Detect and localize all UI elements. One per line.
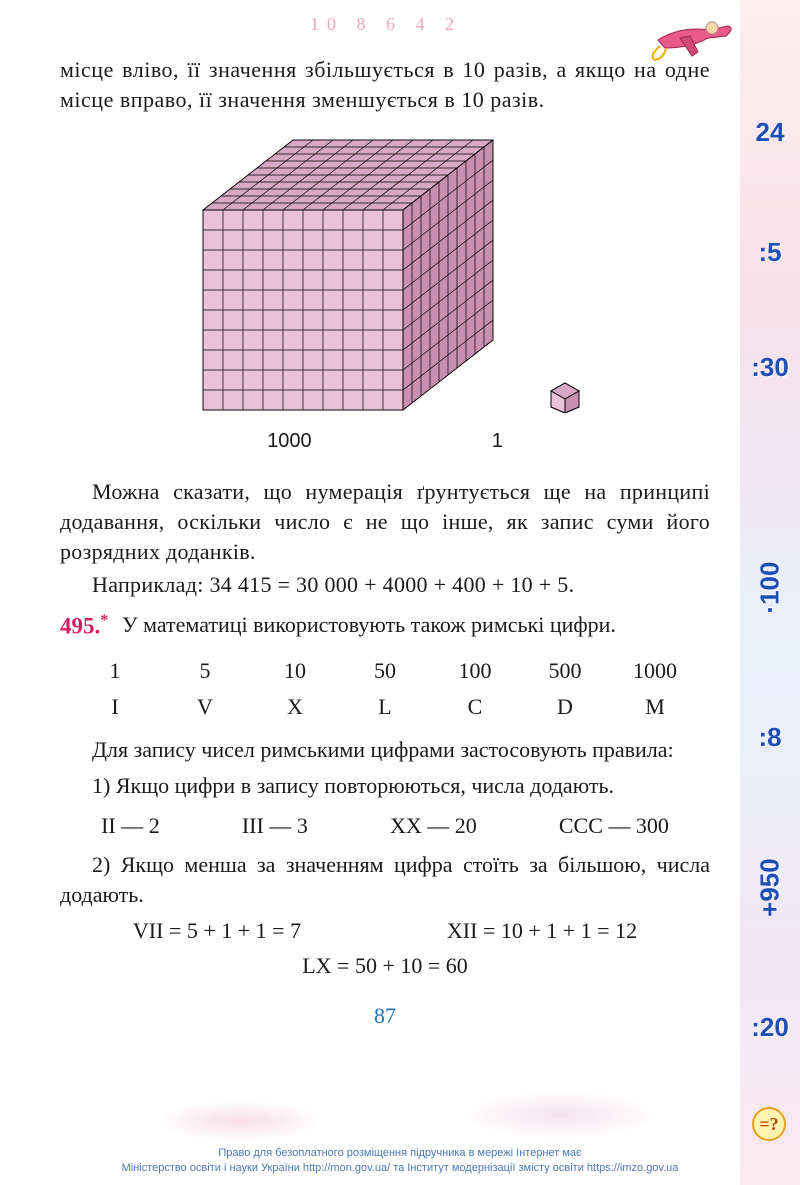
big-cube-label: 1000 (267, 428, 312, 455)
task-number: 495.* (60, 610, 116, 642)
task-text: У математиці використовують також римськ… (122, 610, 616, 640)
roman-symbol-cell: V (160, 692, 250, 722)
eq-c: LX = 50 + 10 = 60 (60, 951, 710, 981)
example-item: II — 2 (101, 811, 160, 841)
roman-numerals-table: 1510501005001000 IVXLCDM (70, 656, 700, 721)
roman-symbol-cell: M (610, 692, 700, 722)
roman-arabic-cell: 1000 (610, 656, 700, 686)
roman-symbol-cell: C (430, 692, 520, 722)
eq-b: XII = 10 + 1 + 1 = 12 (447, 916, 637, 946)
example-item: CCC — 300 (559, 811, 669, 841)
rule2-equations-row: VII = 5 + 1 + 1 = 7 XII = 10 + 1 + 1 = 1… (60, 916, 710, 946)
footer-line-2: Міністерство освіти і науки України http… (0, 1161, 800, 1175)
equals-badge: =? (752, 1107, 786, 1141)
roman-arabic-cell: 500 (520, 656, 610, 686)
cloud-decoration (0, 1085, 800, 1145)
footer: Право для безоплатного розміщення підруч… (0, 1146, 800, 1175)
small-cube-label: 1 (492, 428, 503, 455)
roman-arabic-cell: 1 (70, 656, 160, 686)
rule1-examples: II — 2 III — 3 XX — 20 CCC — 300 (60, 811, 710, 841)
roman-arabic-cell: 100 (430, 656, 520, 686)
rules-intro: Для запису чисел римськими цифрами засто… (60, 735, 710, 765)
footer-line-1: Право для безоплатного розміщення підруч… (0, 1146, 800, 1160)
page-number: 87 (60, 1001, 710, 1031)
rule-1: 1) Якщо цифри в запису повторюються, чис… (60, 771, 710, 801)
task-495: 495.* У математиці використовують також … (60, 610, 710, 642)
paragraph-2: Наприклад: 34 415 = 30 000 + 4000 + 400 … (60, 570, 710, 600)
roman-arabic-cell: 50 (340, 656, 430, 686)
intro-paragraph: місце вліво, її значення збільшується в … (60, 55, 710, 114)
example-item: III — 3 (242, 811, 308, 841)
roman-arabic-cell: 10 (250, 656, 340, 686)
cube-illustration (60, 132, 710, 422)
cube-labels: 1000 1 (60, 428, 710, 455)
roman-symbol-cell: L (340, 692, 430, 722)
roman-symbol-cell: X (250, 692, 340, 722)
roman-symbol-cell: D (520, 692, 610, 722)
roman-symbol-cell: I (70, 692, 160, 722)
paragraph-1: Можна сказати, що нумерація ґрунтується … (60, 477, 710, 566)
page-content: місце вліво, її значення збільшується в … (0, 0, 800, 1031)
eq-a: VII = 5 + 1 + 1 = 7 (133, 916, 301, 946)
rule-2: 2) Якщо менша за значенням цифра стоїть … (60, 850, 710, 909)
roman-arabic-cell: 5 (160, 656, 250, 686)
example-item: XX — 20 (390, 811, 477, 841)
